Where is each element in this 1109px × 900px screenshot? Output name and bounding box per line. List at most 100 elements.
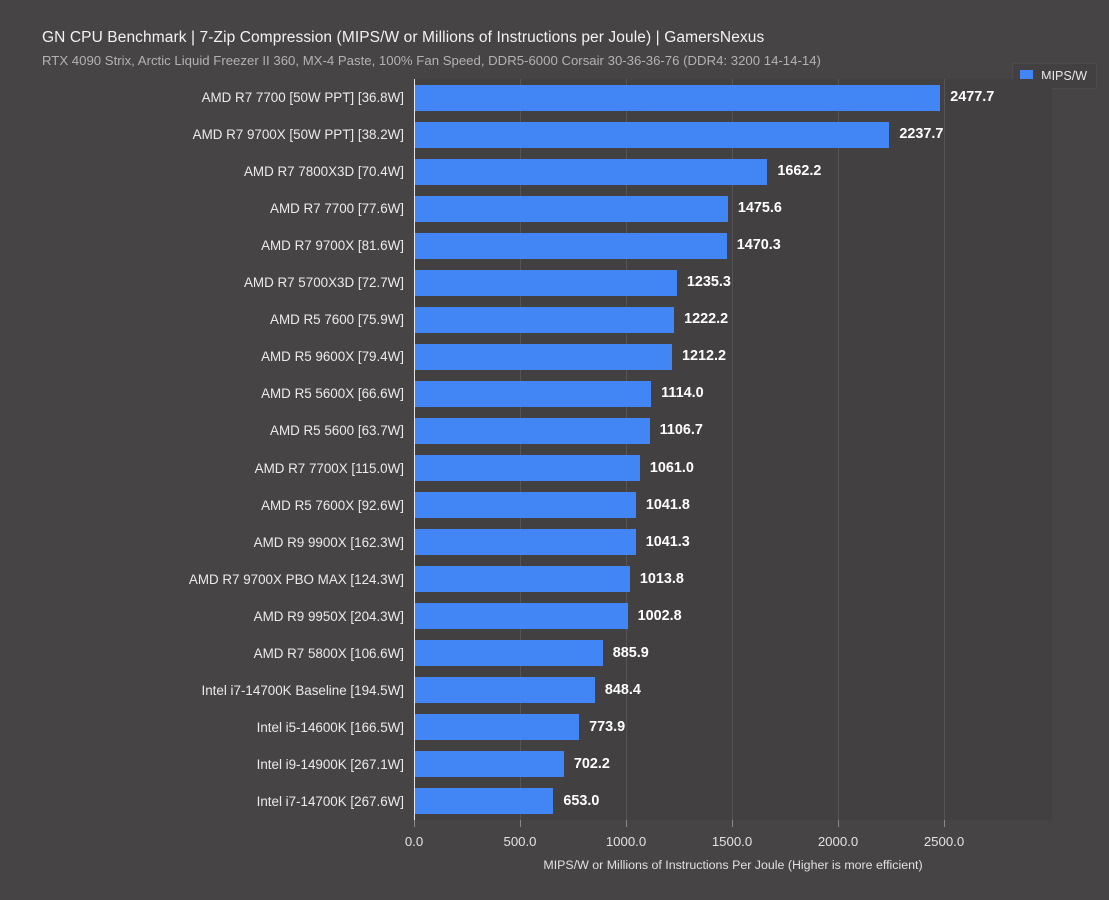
x-tick-mark [626, 820, 627, 827]
bar-row[interactable]: AMD R5 5600 [63.7W] 1106.7 [0, 412, 1109, 449]
bar[interactable] [415, 788, 554, 815]
bar[interactable] [415, 751, 564, 778]
bar-row[interactable]: AMD R5 7600X [92.6W] 1041.8 [0, 487, 1109, 524]
category-label: AMD R7 5800X [106.6W] [253, 645, 404, 661]
bar-row[interactable]: AMD R7 9700X PBO MAX [124.3W] 1013.8 [0, 561, 1109, 598]
category-label: AMD R5 5600X [66.6W] [261, 386, 404, 402]
category-label: AMD R5 5600 [63.7W] [270, 423, 404, 439]
bar[interactable] [415, 195, 728, 222]
x-tick-mark [520, 820, 521, 827]
bar-row[interactable]: AMD R7 7800X3D [70.4W] 1662.2 [0, 153, 1109, 190]
bar[interactable] [415, 529, 636, 556]
bar-value-label: 1041.8 [645, 496, 690, 513]
x-tick-mark [414, 820, 415, 827]
category-label: AMD R7 9700X [50W PPT] [38.2W] [192, 127, 404, 143]
bar-row[interactable]: AMD R9 9950X [204.3W] 1002.8 [0, 598, 1109, 635]
bar-value-label: 2237.7 [899, 126, 944, 143]
bar-value-label: 1002.8 [637, 607, 682, 624]
bar-value-label: 1235.3 [686, 274, 731, 291]
bar[interactable] [415, 455, 640, 482]
gridline [944, 79, 945, 820]
x-tick-label: 2500.0 [923, 834, 965, 849]
bar-row[interactable]: Intel i7-14700K Baseline [194.5W] 848.4 [0, 672, 1109, 709]
bar-value-label: 1212.2 [681, 348, 726, 365]
x-tick-label: 1000.0 [605, 834, 647, 849]
category-label: AMD R7 7700 [77.6W] [270, 201, 404, 217]
bar-row[interactable]: AMD R7 7700X [115.0W] 1061.0 [0, 450, 1109, 487]
gridline [838, 79, 839, 820]
gridline [626, 79, 627, 820]
bar[interactable] [415, 417, 650, 444]
y-axis-line [414, 79, 415, 820]
bar-row[interactable]: AMD R7 5800X [106.6W] 885.9 [0, 635, 1109, 672]
x-tick-label: 500.0 [503, 834, 537, 849]
x-tick-mark [838, 820, 839, 827]
category-label: AMD R5 9600X [79.4W] [261, 349, 404, 365]
bar[interactable] [415, 603, 628, 630]
category-label: AMD R5 7600X [92.6W] [261, 497, 404, 513]
category-label: AMD R5 7600 [75.9W] [270, 312, 404, 328]
bar-row[interactable]: AMD R7 5700X3D [72.7W] 1235.3 [0, 264, 1109, 301]
x-tick-label: 0.0 [404, 834, 424, 849]
bar[interactable] [415, 714, 580, 741]
bar-value-label: 1106.7 [659, 422, 703, 439]
bar-value-label: 702.2 [573, 755, 610, 772]
bar-value-label: 1662.2 [777, 163, 822, 180]
bar-value-label: 653.0 [563, 792, 600, 809]
category-label: AMD R7 7700 [50W PPT] [36.8W] [201, 90, 404, 105]
bar-row[interactable]: Intel i7-14700K [267.6W] 653.0 [0, 783, 1109, 820]
bar[interactable] [415, 158, 768, 185]
x-tick-mark [944, 820, 945, 827]
bar-row[interactable]: AMD R5 5600X [66.6W] 1114.0 [0, 375, 1109, 412]
bar-row[interactable]: Intel i9-14900K [267.1W] 702.2 [0, 746, 1109, 783]
bar-value-label: 1470.3 [736, 237, 781, 254]
chart-subtitle: RTX 4090 Strix, Arctic Liquid Freezer II… [42, 53, 821, 68]
bar[interactable] [415, 121, 890, 148]
bar-row[interactable]: AMD R5 7600 [75.9W] 1222.2 [0, 301, 1109, 338]
bar-value-label: 848.4 [604, 681, 641, 698]
category-label: AMD R9 9900X [162.3W] [253, 534, 404, 550]
gridline [520, 79, 521, 820]
bar[interactable] [415, 306, 675, 333]
category-label: AMD R9 9950X [204.3W] [253, 608, 404, 624]
bar-value-label: 773.9 [589, 718, 626, 735]
bar-row[interactable]: AMD R7 9700X [50W PPT] [38.2W] 2237.7 [0, 116, 1109, 153]
category-label: Intel i9-14900K [267.1W] [256, 756, 404, 772]
x-tick-mark [732, 820, 733, 827]
bar[interactable] [415, 343, 672, 370]
legend-label-mipsw: MIPS/W [1041, 69, 1087, 83]
category-label: Intel i7-14700K Baseline [194.5W] [201, 682, 404, 698]
bar-value-label: 1475.6 [737, 200, 782, 217]
bar[interactable] [415, 492, 636, 519]
bar[interactable] [415, 84, 941, 111]
x-axis-title: MIPS/W or Millions of Instructions Per J… [543, 858, 923, 872]
category-label: Intel i5-14600K [166.5W] [256, 719, 404, 735]
bar-row[interactable]: Intel i5-14600K [166.5W] 773.9 [0, 709, 1109, 746]
bar-row[interactable]: AMD R5 9600X [79.4W] 1212.2 [0, 338, 1109, 375]
bar[interactable] [415, 566, 630, 593]
category-label: AMD R7 9700X PBO MAX [124.3W] [188, 571, 404, 587]
gridline [732, 79, 733, 820]
category-label: Intel i7-14700K [267.6W] [256, 793, 404, 809]
bar[interactable] [415, 640, 603, 667]
bar-value-label: 1061.0 [649, 459, 694, 476]
bar-value-label: 1114.0 [661, 385, 704, 402]
bar[interactable] [415, 232, 727, 259]
x-tick-label: 1500.0 [711, 834, 753, 849]
bar-row[interactable]: AMD R7 7700 [50W PPT] [36.8W] 2477.7 [0, 79, 1109, 116]
x-tick-label: 2000.0 [817, 834, 859, 849]
bar-row[interactable]: AMD R7 7700 [77.6W] 1475.6 [0, 190, 1109, 227]
bar-value-label: 885.9 [612, 644, 649, 661]
category-label: AMD R7 7700X [115.0W] [254, 460, 404, 476]
bar[interactable] [415, 269, 677, 296]
bar[interactable] [415, 380, 652, 407]
category-label: AMD R7 5700X3D [72.7W] [243, 275, 404, 291]
bar[interactable] [415, 677, 595, 704]
category-label: AMD R7 7800X3D [70.4W] [243, 164, 404, 180]
bar-value-label: 1041.3 [645, 533, 690, 550]
category-label: AMD R7 9700X [81.6W] [261, 238, 404, 254]
bar-row[interactable]: AMD R9 9900X [162.3W] 1041.3 [0, 524, 1109, 561]
bar-value-label: 1013.8 [639, 570, 684, 587]
bar-row[interactable]: AMD R7 9700X [81.6W] 1470.3 [0, 227, 1109, 264]
